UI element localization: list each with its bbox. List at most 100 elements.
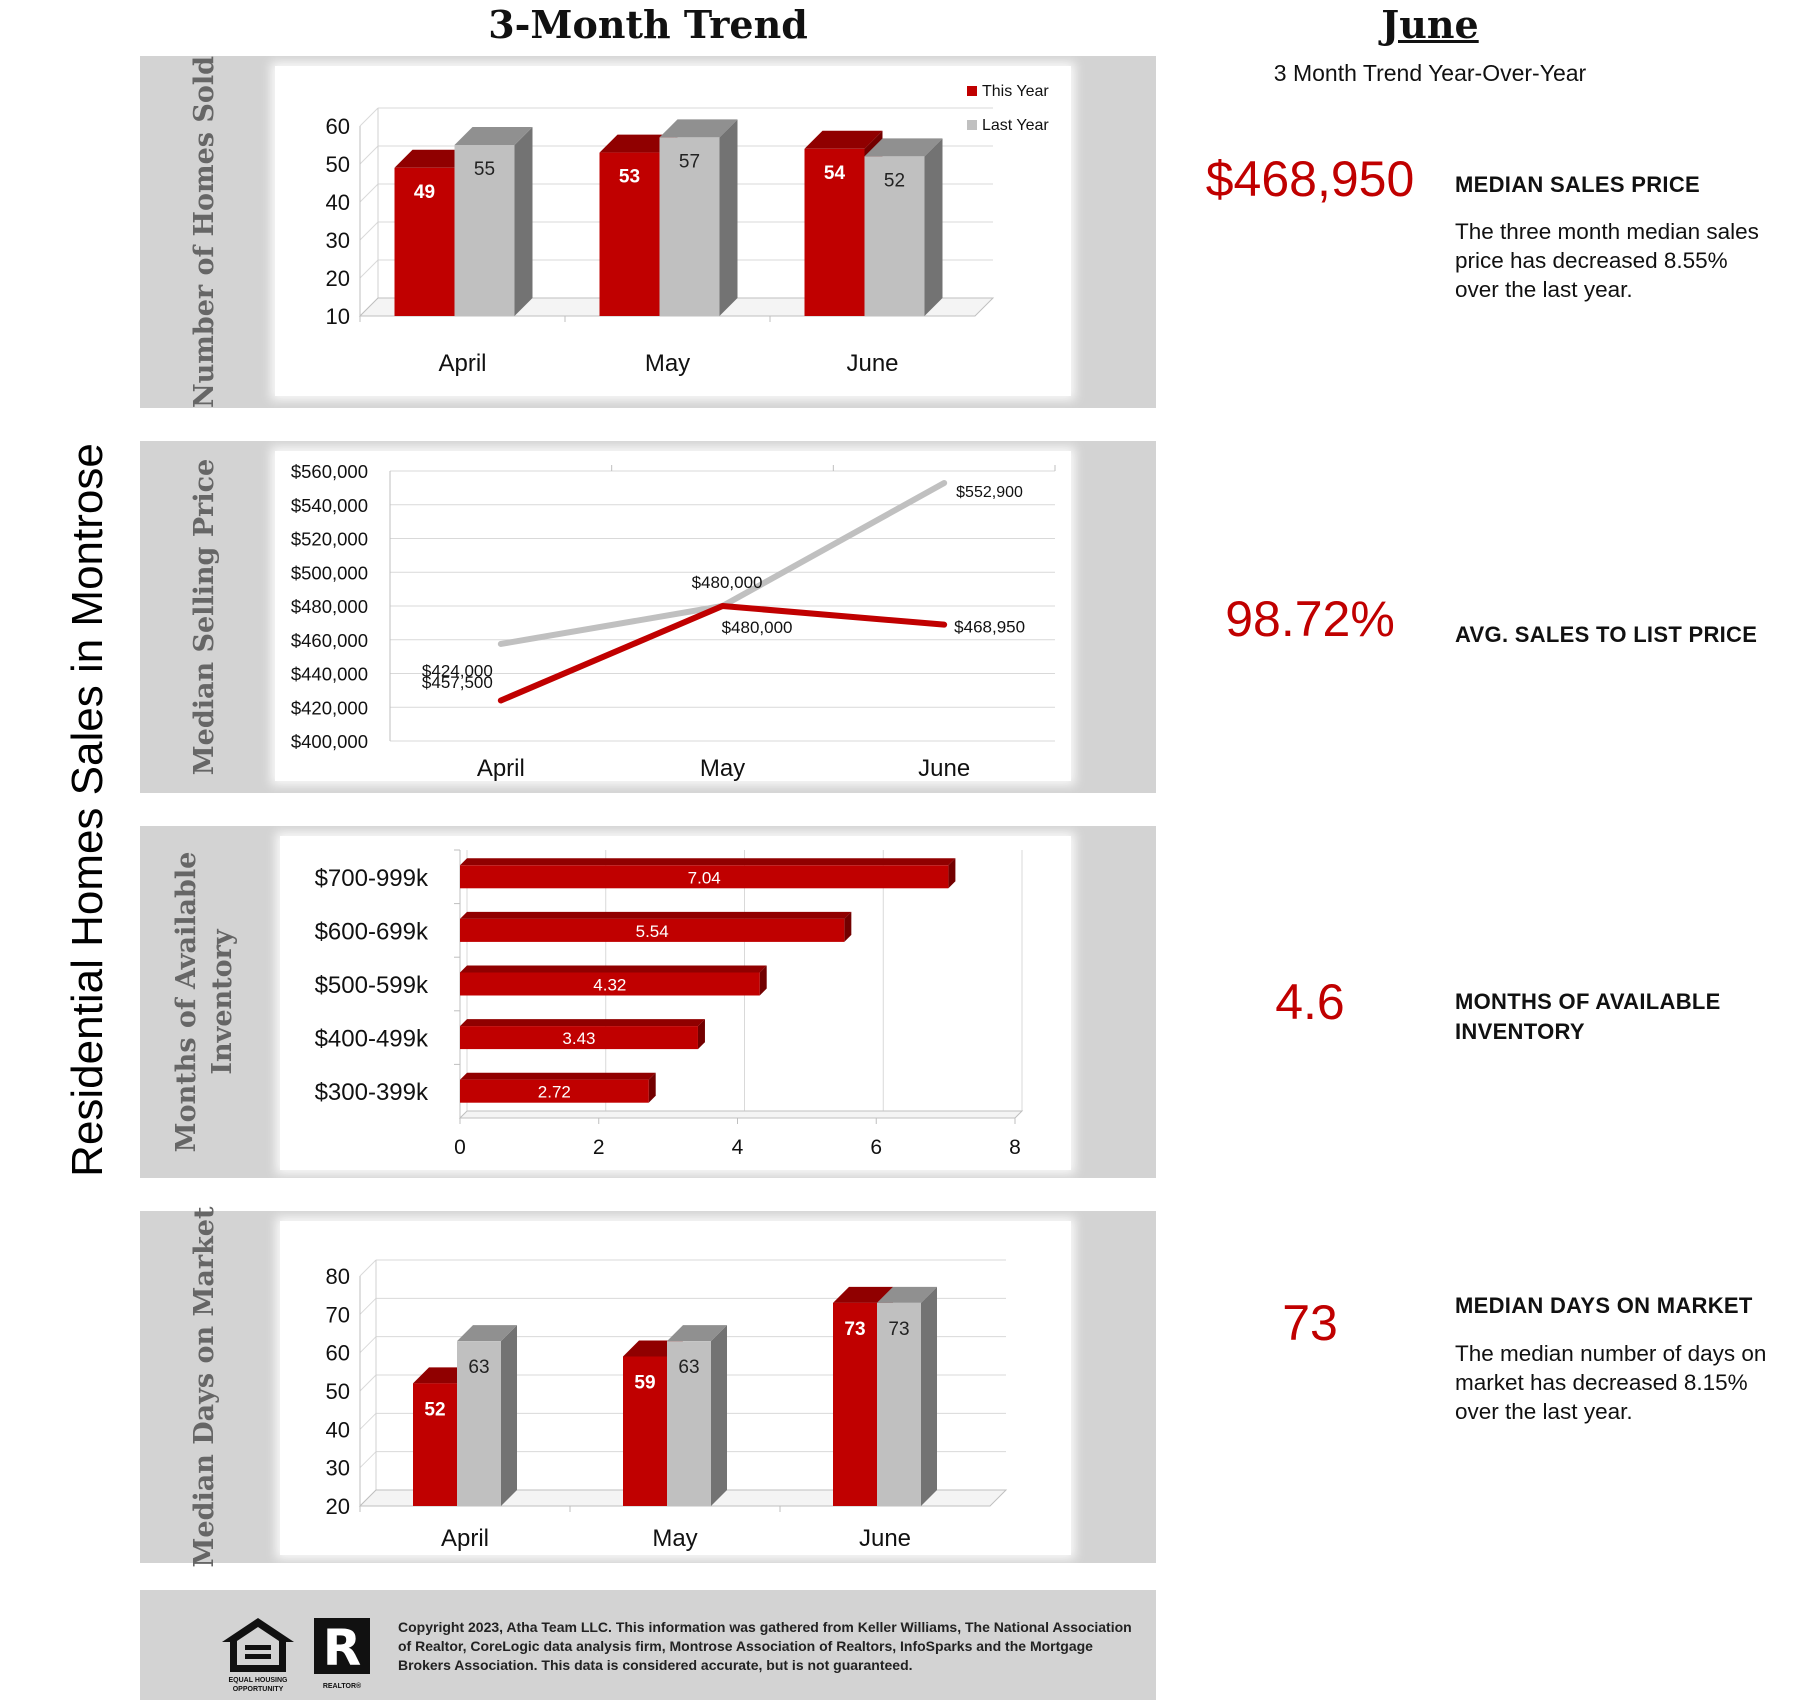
y-tick-label: $420,000	[291, 697, 368, 718]
homes-sold-panel: Number of Homes Sold 10 20 30 40 50 60 April 49…	[140, 56, 1156, 408]
bar-inventory-top	[460, 858, 956, 866]
days-on-market-chart: 20 30 40 50 60 70 80 April 52 63 May 59 63 June 73 73	[280, 1221, 1071, 1555]
y-tick-label: 20	[326, 1494, 350, 1519]
bar-inventory	[460, 1026, 698, 1050]
y-tick-label: 70	[326, 1302, 350, 1327]
data-label-this-year: 73	[844, 1319, 865, 1340]
footer: EQUAL HOUSING OPPORTUNITY R REALTOR® Cop…	[140, 1590, 1156, 1700]
y-category-label: $600-699k	[315, 918, 429, 945]
x-tick-label: 6	[870, 1136, 882, 1159]
x-category-label: April	[438, 350, 486, 377]
inventory-label: MONTHS OF AVAILABLE INVENTORY	[1455, 987, 1775, 1047]
bar-inventory-top	[460, 911, 852, 919]
bar-this-year-top	[833, 1286, 893, 1303]
median-price-description: The three month median sales price has d…	[1455, 219, 1759, 302]
data-label-this-year: $424,000	[422, 662, 493, 681]
gridline-side	[359, 1374, 377, 1392]
y-tick-label: 50	[326, 1379, 350, 1404]
bar-last-year-side	[719, 119, 738, 317]
bar-this-year-top	[804, 130, 883, 149]
legend-swatch	[967, 86, 977, 96]
bar-last-year-top	[457, 1325, 517, 1342]
y-tick-label: 40	[326, 1417, 350, 1442]
y-tick-label: 50	[326, 152, 350, 177]
data-label-inventory: 5.54	[636, 922, 669, 941]
gridline-side	[359, 1451, 377, 1469]
inventory-label-line1: MONTHS OF AVAILABLE	[1455, 989, 1721, 1014]
bar-this-year	[833, 1302, 877, 1506]
days-on-market-svg: 20 30 40 50 60 70 80 April 52 63 May 59 63 June 73 73	[326, 1259, 1008, 1552]
inventory-axis-title: Months of Available Inventory	[169, 852, 241, 1153]
gridline-side	[359, 1297, 377, 1315]
inventory-panel: Months of Available Inventory 0 2 4 6 8 7.04 $7…	[140, 826, 1156, 1178]
x-tick-label: 8	[1009, 1136, 1021, 1159]
y-category-label: $500-599k	[315, 972, 429, 999]
bar-last-year-top	[864, 138, 943, 157]
bar-this-year	[599, 152, 660, 316]
x-category-label: April	[441, 1525, 489, 1552]
bar-this-year	[623, 1356, 667, 1506]
legend-label: Last Year	[982, 117, 1049, 134]
bar-last-year-top	[454, 127, 533, 145]
sales-to-list-value: 98.72%	[1225, 591, 1395, 647]
bar-last-year-side	[501, 1325, 517, 1506]
selling-price-panel-label: Median Selling Price	[140, 441, 270, 793]
bar-this-year	[804, 148, 865, 316]
data-label-last-year: $480,000	[692, 573, 763, 592]
bar-last-year-top	[877, 1286, 937, 1303]
x-category-label: June	[846, 350, 898, 377]
x-tick-label: 2	[593, 1136, 605, 1159]
bar-last-year-side	[514, 127, 533, 316]
sales-to-list-label: AVG. SALES TO LIST PRICE	[1455, 622, 1758, 647]
data-label-last-year: $552,900	[956, 484, 1023, 501]
days-on-market-value: 73	[1282, 1295, 1338, 1351]
legend-label: This Year	[982, 83, 1049, 100]
inventory-label-line2: INVENTORY	[1455, 1019, 1585, 1044]
data-label-last-year: 73	[888, 1319, 909, 1340]
subtitle: 3 Month Trend Year-Over-Year	[1273, 60, 1587, 86]
y-tick-label: $560,000	[291, 461, 368, 482]
vertical-title-text: Residential Homes Sales in Montrose	[63, 443, 112, 1177]
equal-housing-icon: EQUAL HOUSING OPPORTUNITY	[222, 1618, 294, 1693]
inventory-panel-label: Months of Available Inventory	[140, 826, 270, 1178]
homes-sold-svg: 10 20 30 40 50 60 April 49 55 May 53 57 June 54 52 This…	[326, 83, 1050, 377]
month-title: June	[1381, 2, 1479, 47]
y-category-label: $700-999k	[315, 865, 429, 892]
bar-inventory	[460, 918, 845, 942]
y-tick-label: 40	[326, 190, 350, 215]
inventory-chart: 0 2 4 6 8 7.04 $700-999k 5.54 $600-699k 4.32 $500-…	[280, 836, 1071, 1170]
bar-this-year	[413, 1383, 457, 1506]
x-category-label: May	[652, 1525, 697, 1552]
gridline-side	[359, 259, 379, 279]
eho-caption-2: OPPORTUNITY	[233, 1686, 284, 1693]
y-tick-label: 60	[326, 1341, 350, 1366]
data-label-inventory: 3.43	[562, 1029, 595, 1048]
data-label-this-year: 53	[619, 167, 640, 188]
bar-this-year	[394, 167, 455, 316]
eho-caption-1: EQUAL HOUSING	[229, 1677, 289, 1684]
gridline-side	[359, 183, 379, 203]
data-label-this-year: $468,950	[954, 618, 1025, 637]
bar-inventory-side	[759, 965, 767, 996]
y-category-label: $300-399k	[315, 1079, 429, 1106]
y-tick-label: 30	[326, 1456, 350, 1481]
inventory-value: 4.6	[1275, 974, 1345, 1030]
bar-inventory-side	[648, 1072, 656, 1103]
x-category-label: May	[645, 350, 690, 377]
inventory-axis-title-line1: Months of Available	[171, 851, 202, 1153]
y-tick-label: $400,000	[291, 731, 368, 752]
line-this-year	[497, 603, 948, 704]
days-on-market-panel-label: Median Days on Market	[140, 1207, 270, 1568]
gridline-side	[359, 1259, 377, 1277]
x-category-label: May	[700, 755, 745, 781]
bar-last-year	[454, 145, 515, 316]
bar-last-year-side	[711, 1325, 727, 1506]
homes-sold-panel-label: Number of Homes Sold	[140, 56, 270, 408]
realtor-caption: REALTOR®	[323, 1682, 362, 1690]
data-label-this-year: 54	[824, 163, 846, 184]
bar-last-year-side	[924, 138, 943, 316]
bar-inventory	[460, 1079, 649, 1103]
bar-last-year	[864, 156, 925, 316]
gridline-side	[359, 145, 379, 165]
bar-last-year	[667, 1341, 711, 1506]
